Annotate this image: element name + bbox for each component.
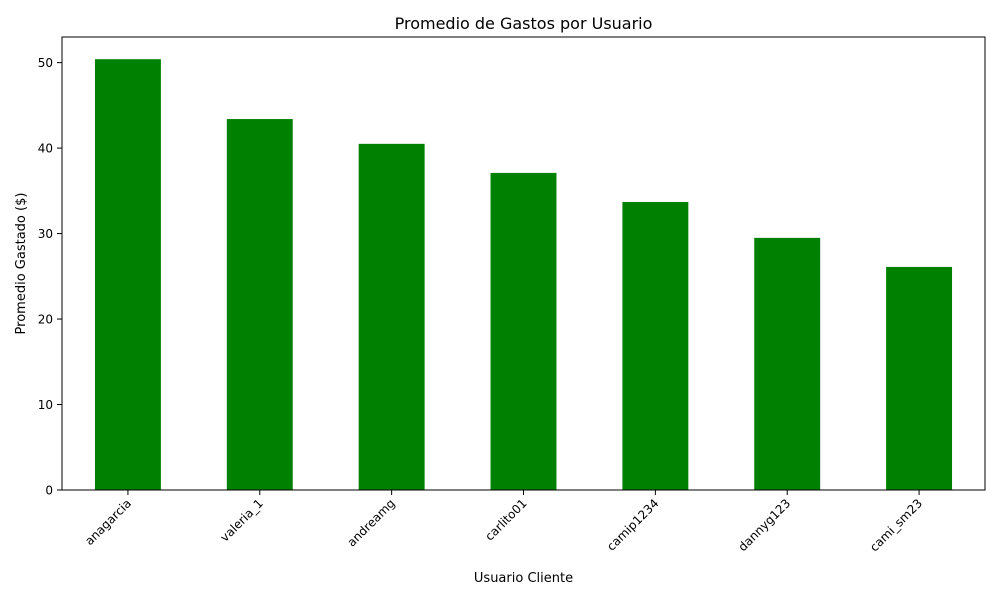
y-tick-label: 30 bbox=[38, 227, 53, 241]
bar-andreamg bbox=[358, 143, 425, 490]
x-tick-label: andreamg bbox=[345, 496, 398, 549]
bar-camip1234 bbox=[622, 201, 689, 490]
y-tick-label: 40 bbox=[38, 142, 53, 156]
x-tick-label: cami_sm23 bbox=[867, 496, 925, 554]
y-tick-label: 10 bbox=[38, 398, 53, 412]
bars-layer bbox=[94, 59, 953, 491]
x-axis: anagarcia valeria_1 andreamg carlito01 camip… bbox=[82, 490, 925, 554]
bar-valeria_1 bbox=[226, 119, 293, 491]
plot-frame bbox=[61, 36, 986, 491]
bar-carlito01 bbox=[490, 172, 557, 490]
x-axis-label: Usuario Cliente bbox=[474, 571, 573, 586]
x-tick-label: camip1234 bbox=[604, 496, 661, 553]
x-tick-label: anagarcia bbox=[82, 496, 134, 548]
x-tick-label: carlito01 bbox=[482, 496, 529, 543]
y-tick-label: 0 bbox=[45, 484, 53, 498]
bar-dannyg123 bbox=[754, 237, 821, 490]
y-tick-label: 20 bbox=[38, 313, 53, 327]
x-tick-label: dannyg123 bbox=[735, 496, 793, 554]
y-axis: 0 10 20 30 40 50 bbox=[38, 56, 62, 498]
bar-cami_sm23 bbox=[886, 266, 953, 490]
chart-title: Promedio de Gastos por Usuario bbox=[395, 14, 653, 33]
y-tick-label: 50 bbox=[38, 56, 53, 70]
y-axis-label: Promedio Gastado ($) bbox=[14, 193, 29, 335]
bar-anagarcia bbox=[94, 59, 161, 490]
x-tick-label: valeria_1 bbox=[218, 496, 266, 544]
